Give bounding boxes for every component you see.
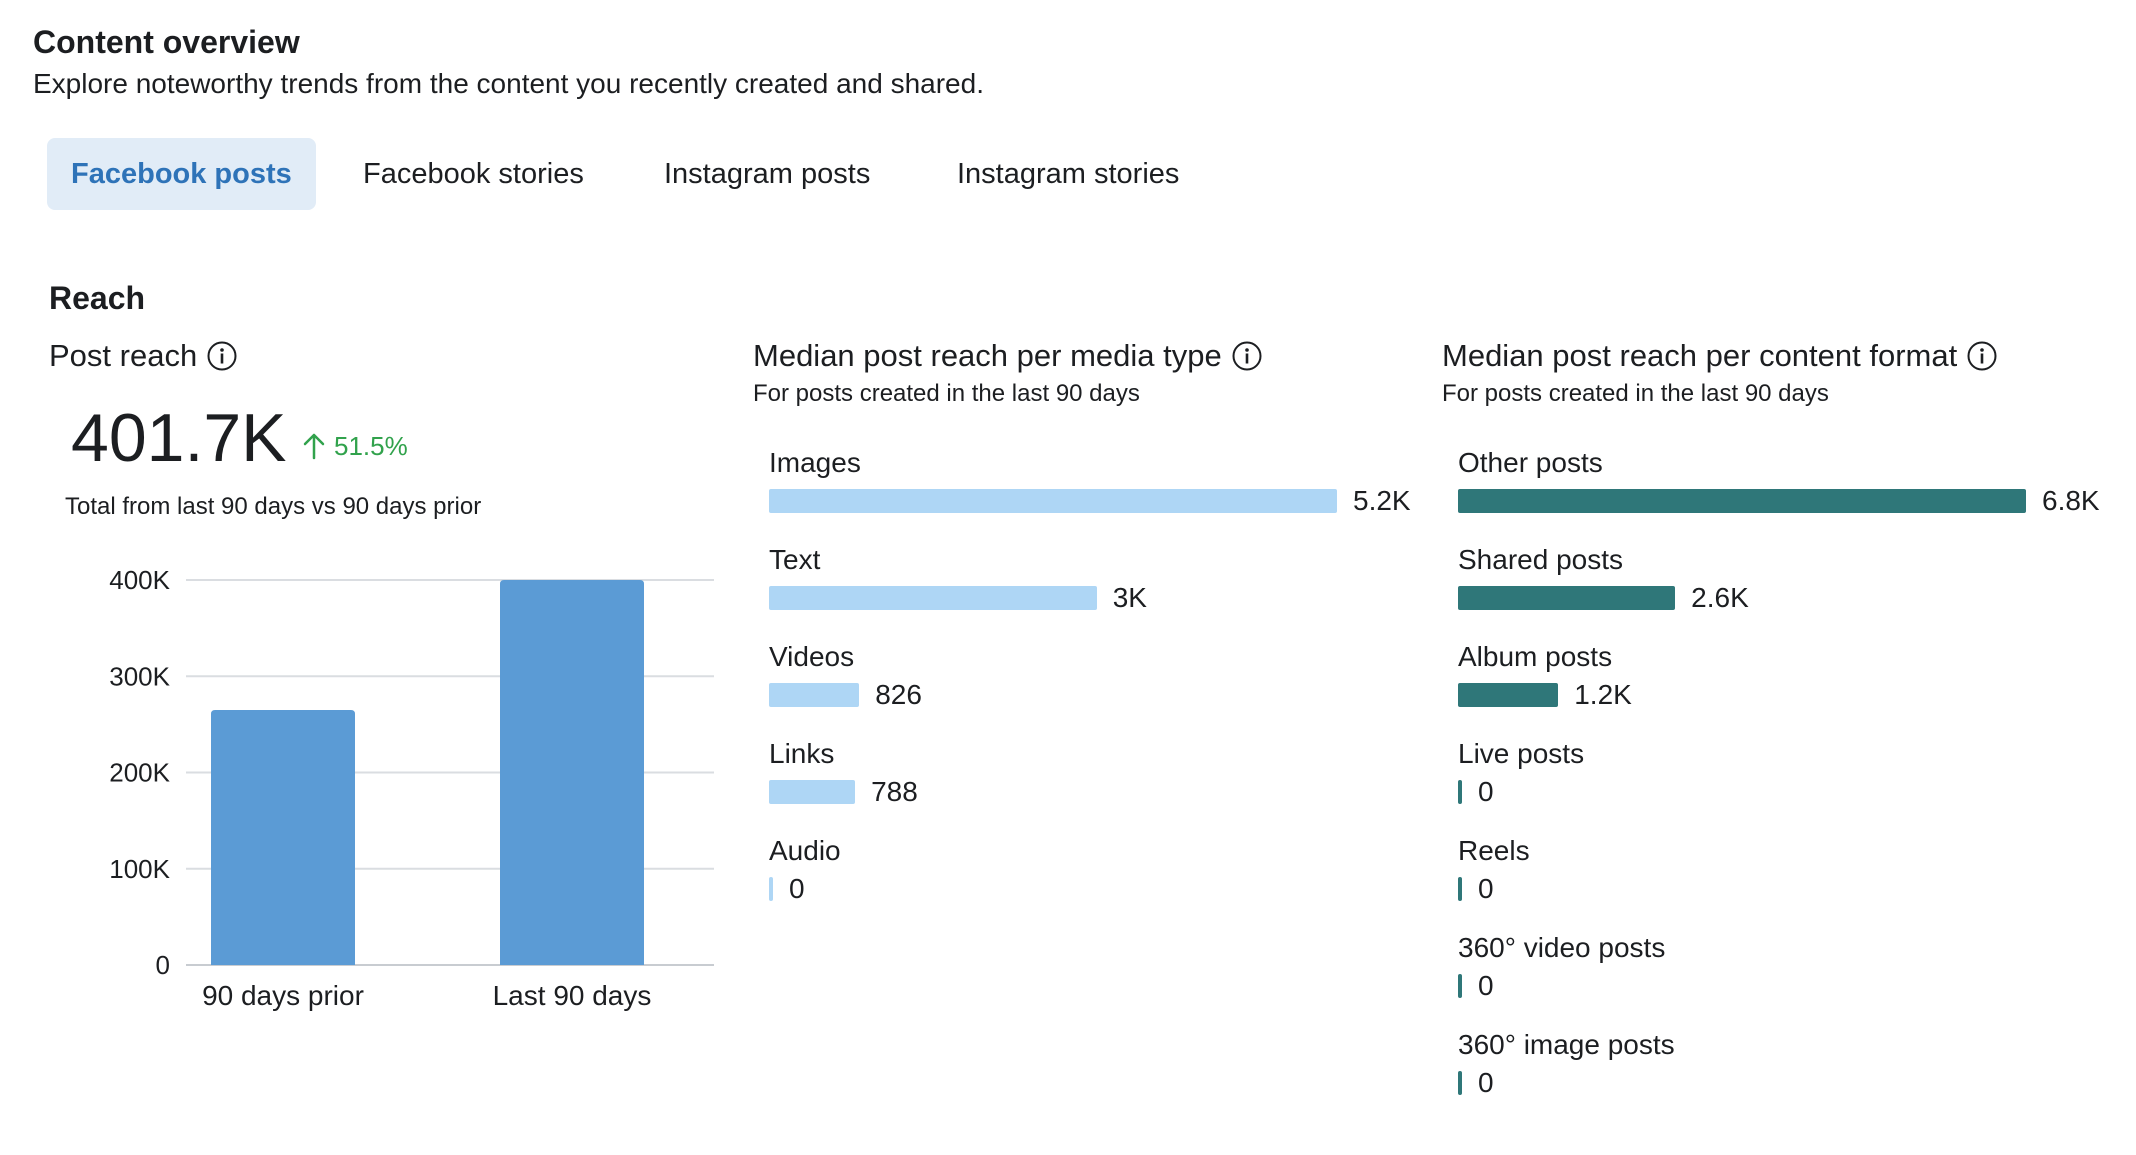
bar-value: 3K (1112, 582, 1147, 613)
bar-row: 0 (1458, 774, 1584, 810)
page-subtitle: Explore noteworthy trends from the conte… (33, 68, 984, 99)
content-format-subtitle: For posts created in the last 90 days (1442, 380, 1829, 407)
bar-item: Audio 0 (769, 833, 841, 907)
media-type-subtitle: For posts created in the last 90 days (753, 380, 1140, 407)
bar-value: 2.6K (1691, 582, 1749, 613)
info-icon[interactable] (1967, 341, 1997, 371)
bar-item: Videos 826 (769, 639, 922, 713)
bar-label: Text (769, 544, 821, 575)
bar-row: 5.2K (769, 483, 1411, 519)
bar[interactable] (1458, 780, 1462, 804)
bar-label: Videos (769, 641, 855, 672)
bar-item: Text 3K (769, 542, 1147, 616)
bar-value: 1.2K (1574, 679, 1632, 710)
bar-label: Links (769, 738, 835, 769)
post-reach-chart: 0 100K 200K 300K 400K 90 days prior Last 90 da… (109, 565, 714, 1011)
bar[interactable] (1458, 877, 1462, 901)
y-tick-label: 300K (109, 661, 170, 691)
bar-value: 0 (1478, 1067, 1494, 1098)
section-title-reach: Reach (49, 280, 146, 316)
bar-row: 0 (1458, 1065, 1675, 1101)
x-tick-label: Last 90 days (493, 980, 652, 1011)
tab-facebook-posts[interactable]: Facebook posts (47, 138, 316, 210)
bar-label: 360° video posts (1458, 932, 1666, 963)
bar[interactable] (1458, 683, 1559, 707)
media-type-title: Median post reach per media type (753, 336, 1262, 376)
bar[interactable] (1458, 1071, 1462, 1095)
bar-last-90-days[interactable] (500, 580, 644, 965)
bar[interactable] (769, 586, 1097, 610)
bar-item: Links 788 (769, 736, 918, 810)
bar-item: 360° video posts 0 (1458, 930, 1665, 1004)
bar-row: 0 (1458, 871, 1530, 907)
bar[interactable] (769, 489, 1337, 513)
bar[interactable] (1458, 489, 2026, 513)
media-type-title-text: Median post reach per media type (753, 338, 1222, 373)
bar-item: Live posts 0 (1458, 736, 1584, 810)
arrow-up-icon (303, 433, 325, 460)
bar-label: Live posts (1458, 738, 1585, 769)
bar-row: 788 (769, 774, 918, 810)
bar-row: 3K (769, 580, 1147, 616)
y-tick-label: 100K (109, 854, 170, 884)
bar[interactable] (1458, 974, 1462, 998)
bar-row: 6.8K (1458, 483, 2100, 519)
bar-label: 360° image posts (1458, 1029, 1675, 1060)
bar-value: 0 (1478, 776, 1494, 807)
bar-row: 0 (1458, 968, 1665, 1004)
x-tick-label: 90 days prior (202, 980, 364, 1011)
bar-90-days-prior[interactable] (211, 709, 355, 965)
bar-value: 5.2K (1353, 485, 1411, 516)
bar-label: Album posts (1458, 641, 1613, 672)
bar-row: 2.6K (1458, 580, 1749, 616)
info-icon[interactable] (207, 341, 237, 371)
info-icon[interactable] (1232, 341, 1262, 371)
bar[interactable] (769, 877, 773, 901)
y-tick-label: 400K (109, 565, 170, 595)
content-format-title: Median post reach per content format (1442, 336, 1997, 376)
bar-item: Other posts 6.8K (1458, 445, 2100, 519)
post-reach-delta-value: 51.5% (334, 431, 408, 461)
bar-item: Reels 0 (1458, 833, 1530, 907)
bar-value: 0 (789, 873, 805, 904)
bar-value: 788 (871, 776, 918, 807)
post-reach-title: Post reach (49, 336, 237, 376)
bar[interactable] (769, 780, 856, 804)
bar-value: 0 (1478, 873, 1494, 904)
bar[interactable] (769, 683, 860, 707)
tab-instagram-stories[interactable]: Instagram stories (957, 158, 1180, 190)
bar-label: Images (769, 447, 861, 478)
post-reach-note: Total from last 90 days vs 90 days prior (65, 493, 482, 520)
bar-row: 1.2K (1458, 677, 1632, 713)
content-format-title-text: Median post reach per content format (1442, 338, 1958, 373)
bar-item: Album posts 1.2K (1458, 639, 1632, 713)
tab-facebook-stories[interactable]: Facebook stories (363, 158, 584, 190)
bar-value: 826 (875, 679, 922, 710)
bar-item: 360° image posts 0 (1458, 1027, 1675, 1101)
bar-label: Other posts (1458, 447, 1603, 478)
y-tick-label: 0 (156, 950, 170, 980)
bar-value: 0 (1478, 970, 1494, 1001)
y-tick-label: 200K (109, 758, 170, 788)
bar-label: Audio (769, 835, 841, 866)
page-title: Content overview (33, 24, 300, 60)
post-reach-delta: 51.5% (302, 428, 408, 464)
bar[interactable] (1458, 586, 1676, 610)
bar-value: 6.8K (2042, 485, 2100, 516)
post-reach-value: 401.7K (71, 400, 287, 476)
bar-item: Images 5.2K (769, 445, 1411, 519)
bar-item: Shared posts 2.6K (1458, 542, 1749, 616)
bar-row: 826 (769, 677, 922, 713)
bar-row: 0 (769, 871, 841, 907)
tab-instagram-posts[interactable]: Instagram posts (664, 158, 871, 190)
bar-label: Shared posts (1458, 544, 1623, 575)
bar-label: Reels (1458, 835, 1530, 866)
post-reach-title-text: Post reach (49, 338, 198, 373)
